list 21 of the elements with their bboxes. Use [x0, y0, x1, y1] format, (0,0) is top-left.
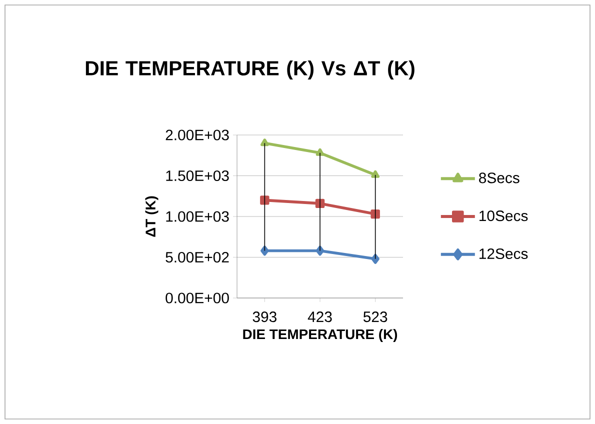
- point: [260, 196, 270, 205]
- legend-label: 12Secs: [480, 248, 528, 260]
- x-tick-label: 393: [252, 312, 276, 322]
- chart-title: DIE TEMPERATURE (K) Vs ΔT (K): [86, 60, 414, 80]
- y-tick-label: 1.00E+03: [166, 211, 229, 222]
- point: [316, 148, 324, 156]
- y-tick-label: 1.50E+03: [166, 170, 229, 182]
- x-axis-title: DIE TEMPERATURE (K): [243, 328, 398, 342]
- point: [371, 170, 380, 178]
- point: [370, 209, 380, 219]
- point: [260, 246, 269, 256]
- y-tick-label: 5.00E+02: [166, 252, 229, 263]
- point: [260, 138, 269, 146]
- legend-label: 8Secs: [479, 172, 520, 184]
- point: [371, 254, 380, 264]
- y-axis-title: ΔT (K): [145, 196, 158, 237]
- legend-label: 10Secs: [480, 210, 528, 222]
- x-tick-label: 523: [363, 312, 388, 322]
- y-tick-label: 0.00E+00: [166, 292, 229, 304]
- x-tick-label: 423: [308, 312, 332, 322]
- y-tick-label: 2.00E+03: [166, 130, 229, 140]
